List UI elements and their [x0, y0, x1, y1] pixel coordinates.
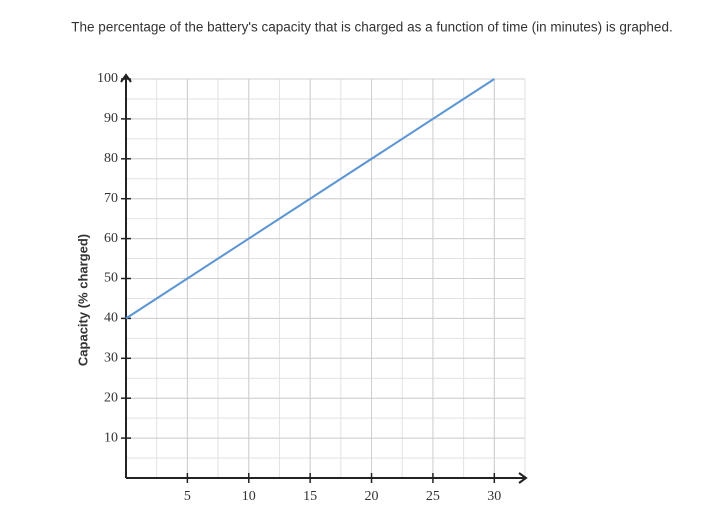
y-tick-label: 90 — [104, 111, 118, 126]
data-line — [125, 78, 495, 320]
y-tick-label: 40 — [104, 311, 118, 326]
y-tick-label: 80 — [104, 151, 118, 166]
x-tick-label: 15 — [303, 489, 317, 504]
x-tick-label: 10 — [242, 489, 256, 504]
y-tick-label: 20 — [104, 390, 118, 405]
y-tick-label: 100 — [97, 71, 118, 86]
x-axis-arrow — [518, 472, 528, 484]
y-tick-label: 10 — [104, 430, 118, 445]
y-tick-label: 70 — [104, 191, 118, 206]
y-axis-arrow — [120, 73, 132, 83]
y-axis-label: Capacity (% charged) — [75, 234, 90, 366]
x-tick-label: 20 — [365, 489, 379, 504]
x-tick-label: 5 — [184, 489, 191, 504]
x-tick-label: 30 — [487, 489, 501, 504]
y-tick-label: 60 — [104, 231, 118, 246]
y-tick-label: 30 — [104, 351, 118, 366]
chart-title: The percentage of the battery's capacity… — [71, 20, 672, 35]
x-tick-label: 25 — [426, 489, 440, 504]
y-tick-label: 50 — [104, 271, 118, 286]
